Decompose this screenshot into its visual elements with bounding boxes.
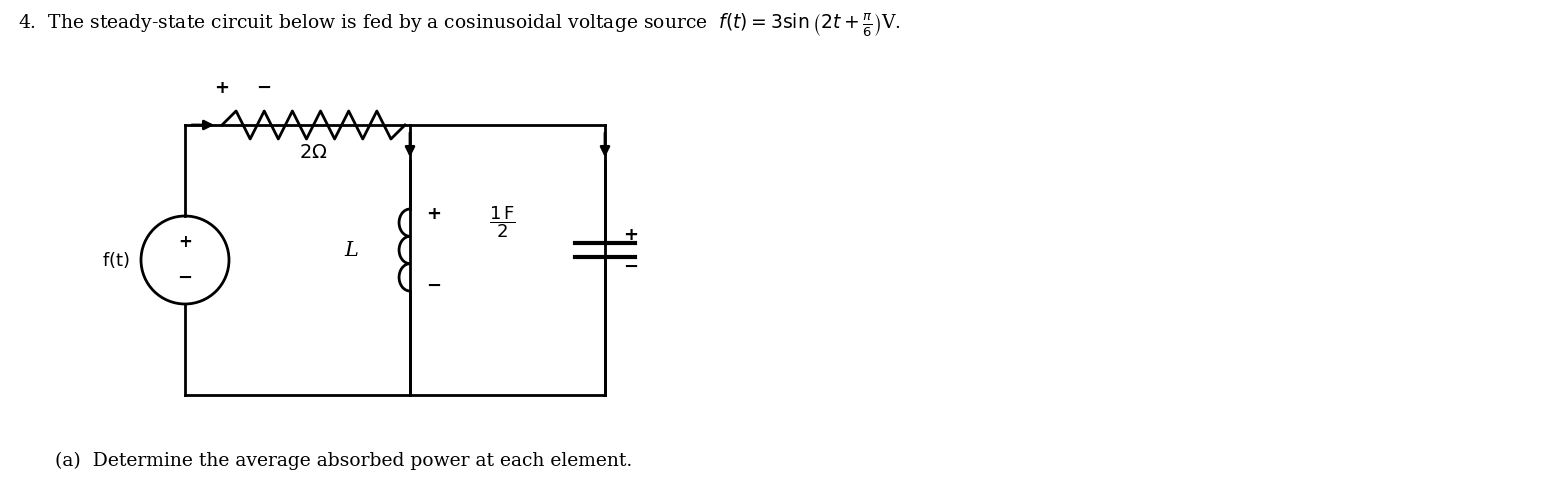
Text: 4.  The steady-state circuit below is fed by a cosinusoidal voltage source  $f(t: 4. The steady-state circuit below is fed… (19, 12, 901, 40)
Text: −: − (426, 277, 441, 295)
Text: $\mathsf{f(t)}$: $\mathsf{f(t)}$ (102, 250, 130, 270)
Text: (a)  Determine the average absorbed power at each element.: (a) Determine the average absorbed power… (56, 452, 632, 470)
Text: L: L (344, 240, 358, 260)
Text: $\dfrac{1\,\mathrm{F}}{2}$: $\dfrac{1\,\mathrm{F}}{2}$ (489, 204, 517, 240)
Text: −: − (177, 269, 193, 287)
Text: +: + (623, 226, 638, 244)
Text: +: + (426, 205, 441, 223)
Text: $2\Omega$: $2\Omega$ (299, 144, 328, 162)
Text: +: + (177, 233, 191, 251)
Text: −: − (623, 258, 638, 276)
Text: −: − (256, 79, 271, 97)
Text: +: + (214, 79, 230, 97)
